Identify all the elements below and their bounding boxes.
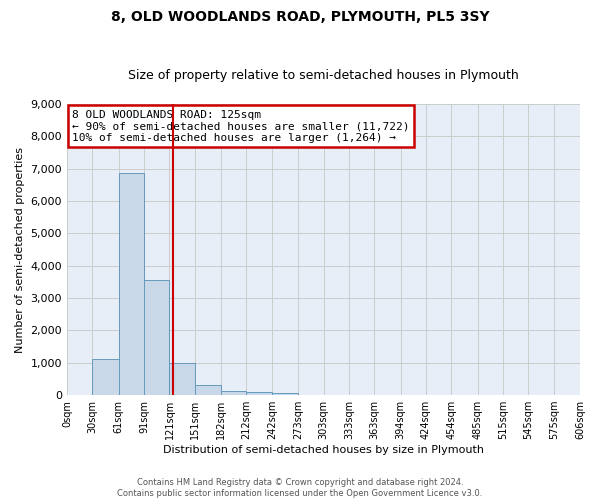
- Bar: [195, 384, 221, 395]
- Y-axis label: Number of semi-detached properties: Number of semi-detached properties: [15, 146, 25, 352]
- Text: 8 OLD WOODLANDS ROAD: 125sqm
← 90% of semi-detached houses are smaller (11,722)
: 8 OLD WOODLANDS ROAD: 125sqm ← 90% of se…: [72, 110, 410, 143]
- Bar: [272, 393, 298, 395]
- Bar: [92, 358, 119, 395]
- Bar: [144, 280, 169, 395]
- X-axis label: Distribution of semi-detached houses by size in Plymouth: Distribution of semi-detached houses by …: [163, 445, 484, 455]
- Text: Contains HM Land Registry data © Crown copyright and database right 2024.
Contai: Contains HM Land Registry data © Crown c…: [118, 478, 482, 498]
- Bar: [119, 172, 144, 395]
- Title: Size of property relative to semi-detached houses in Plymouth: Size of property relative to semi-detach…: [128, 69, 519, 82]
- Bar: [221, 390, 247, 395]
- Text: 8, OLD WOODLANDS ROAD, PLYMOUTH, PL5 3SY: 8, OLD WOODLANDS ROAD, PLYMOUTH, PL5 3SY: [110, 10, 490, 24]
- Bar: [169, 362, 195, 395]
- Bar: [247, 392, 272, 395]
